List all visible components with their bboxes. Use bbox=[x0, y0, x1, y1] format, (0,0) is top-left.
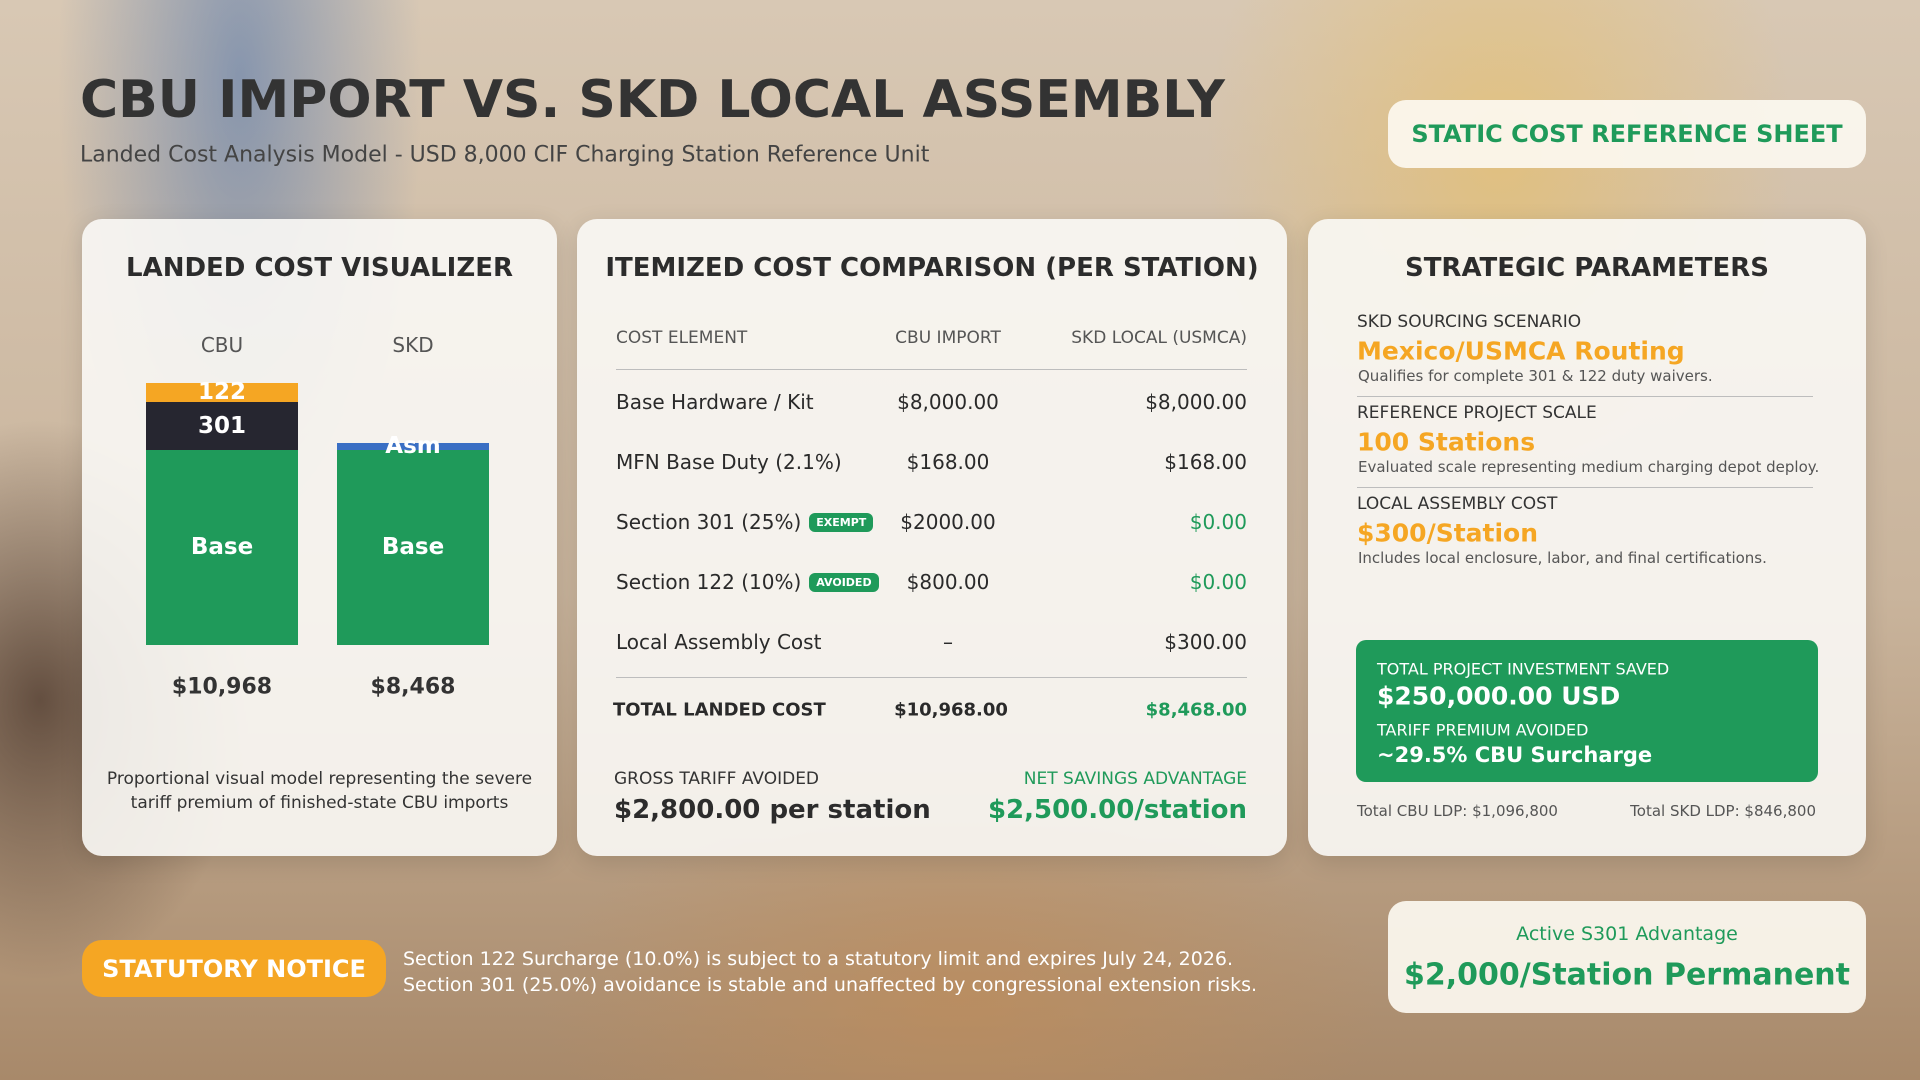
param-description: Includes local enclosure, labor, and fin… bbox=[1358, 549, 1767, 567]
row-element: Base Hardware / Kit bbox=[616, 390, 814, 414]
row-element: Section 122 (10%) bbox=[616, 570, 802, 594]
skd-cell: $168.00 bbox=[1164, 450, 1247, 474]
advantage-value: $2,000/Station Permanent bbox=[1404, 957, 1850, 993]
cbu-cell: $8,000.00 bbox=[897, 390, 999, 414]
row-label: MFN Base Duty (2.1%) bbox=[616, 450, 842, 474]
cbu-cell: $168.00 bbox=[906, 450, 990, 474]
total-cbu: $10,968.00 bbox=[894, 699, 1008, 721]
row-label: Base Hardware / Kit bbox=[616, 390, 814, 414]
status-badge: EXEMPT bbox=[809, 513, 874, 532]
total-label: TOTAL LANDED COST bbox=[613, 699, 826, 721]
segment-label: Base bbox=[190, 534, 254, 561]
column-header: CBU IMPORT bbox=[895, 328, 1001, 348]
divider bbox=[616, 677, 1247, 678]
bar-segment: Base bbox=[337, 449, 489, 645]
premium-value: ~29.5% CBU Surcharge bbox=[1377, 743, 1653, 767]
row-element: Local Assembly Cost bbox=[616, 630, 822, 654]
visualizer-panel: LANDED COST VISUALIZER Proportional visu… bbox=[82, 219, 557, 856]
bar-label: SKD bbox=[392, 333, 434, 357]
column-header: SKD LOCAL (USMCA) bbox=[1071, 328, 1247, 348]
segment-label: 122 bbox=[197, 379, 246, 406]
savings-box: TOTAL PROJECT INVESTMENT SAVED $250,000.… bbox=[1356, 640, 1818, 782]
segment-label: Base bbox=[381, 534, 445, 561]
skd-cell: $0.00 bbox=[1189, 570, 1247, 594]
bar-segment: 301 bbox=[146, 401, 298, 450]
row-label: Local Assembly Cost bbox=[616, 630, 821, 654]
param-label: SKD SOURCING SCENARIO bbox=[1357, 312, 1582, 332]
saved-label: TOTAL PROJECT INVESTMENT SAVED bbox=[1377, 659, 1670, 679]
cbu-cell: – bbox=[943, 630, 953, 654]
bar-segment: Base bbox=[146, 449, 298, 645]
skd-ldp: Total SKD LDP: $846,800 bbox=[1630, 802, 1816, 820]
row-element: Section 301 (25%) bbox=[616, 510, 802, 534]
divider bbox=[616, 369, 1247, 370]
segment-label: 301 bbox=[197, 412, 246, 439]
notice-line: Section 122 Surcharge (10.0%) is subject… bbox=[403, 948, 1234, 970]
bar-total: $8,468 bbox=[370, 674, 456, 700]
panel-title: ITEMIZED COST COMPARISON (PER STATION) bbox=[605, 253, 1259, 283]
page-title: CBU IMPORT VS. SKD LOCAL ASSEMBLY bbox=[80, 70, 1225, 130]
net-label: NET SAVINGS ADVANTAGE bbox=[1023, 769, 1247, 789]
param-label: LOCAL ASSEMBLY COST bbox=[1357, 494, 1558, 514]
row-label: Section 301 (25%) EXEMPT bbox=[616, 510, 874, 534]
reference-badge: STATIC COST REFERENCE SHEET bbox=[1388, 100, 1866, 168]
cbu-cell: $800.00 bbox=[906, 570, 990, 594]
cbu-ldp: Total CBU LDP: $1,096,800 bbox=[1357, 802, 1558, 820]
param-description: Qualifies for complete 301 & 122 duty wa… bbox=[1358, 367, 1713, 385]
panel-title: STRATEGIC PARAMETERS bbox=[1404, 253, 1770, 283]
visualizer-note: Proportional visual model representing t… bbox=[106, 769, 533, 813]
param-description: Evaluated scale representing medium char… bbox=[1358, 458, 1820, 476]
skd-cell: $300.00 bbox=[1164, 630, 1247, 654]
saved-value: $250,000.00 USD bbox=[1377, 681, 1621, 711]
param-value: 100 Stations bbox=[1357, 427, 1536, 457]
comparison-panel: ITEMIZED COST COMPARISON (PER STATION) G… bbox=[577, 219, 1287, 856]
divider bbox=[1357, 396, 1813, 397]
panel-title: LANDED COST VISUALIZER bbox=[126, 253, 513, 283]
divider bbox=[1357, 487, 1813, 488]
bar-total: $10,968 bbox=[171, 674, 273, 700]
bar-segment: Asm bbox=[337, 433, 489, 459]
status-badge: AVOIDED bbox=[809, 573, 879, 592]
subtitle: Landed Cost Analysis Model - USD 8,000 C… bbox=[80, 142, 930, 168]
param-value: Mexico/USMCA Routing bbox=[1357, 336, 1685, 366]
advantage-card: Active S301 Advantage $2,000/Station Per… bbox=[1388, 901, 1866, 1013]
skd-cell: $8,000.00 bbox=[1145, 390, 1247, 414]
cbu-cell: $2000.00 bbox=[900, 510, 996, 534]
row-label: Section 122 (10%) AVOIDED bbox=[616, 570, 879, 594]
premium-label: TARIFF PREMIUM AVOIDED bbox=[1377, 720, 1589, 740]
row-element: MFN Base Duty (2.1%) bbox=[616, 450, 842, 474]
segment-label: Asm bbox=[385, 433, 441, 460]
net-value: $2,500.00/station bbox=[987, 795, 1247, 825]
parameters-panel: STRATEGIC PARAMETERS TOTAL PROJECT INVES… bbox=[1308, 219, 1866, 856]
skd-cell: $0.00 bbox=[1189, 510, 1247, 534]
column-header: COST ELEMENT bbox=[616, 328, 748, 348]
notice-label: STATUTORY NOTICE bbox=[82, 940, 386, 997]
total-skd: $8,468.00 bbox=[1145, 699, 1247, 721]
bar-label: CBU bbox=[200, 333, 244, 357]
bar-segment: 122 bbox=[146, 379, 298, 405]
param-value: $300/Station bbox=[1357, 518, 1539, 548]
gross-label: GROSS TARIFF AVOIDED bbox=[614, 769, 820, 789]
advantage-label: Active S301 Advantage bbox=[1516, 923, 1738, 945]
notice-line: Section 301 (25.0%) avoidance is stable … bbox=[403, 974, 1258, 996]
param-label: REFERENCE PROJECT SCALE bbox=[1357, 403, 1597, 423]
gross-value: $2,800.00 per station bbox=[614, 795, 931, 825]
